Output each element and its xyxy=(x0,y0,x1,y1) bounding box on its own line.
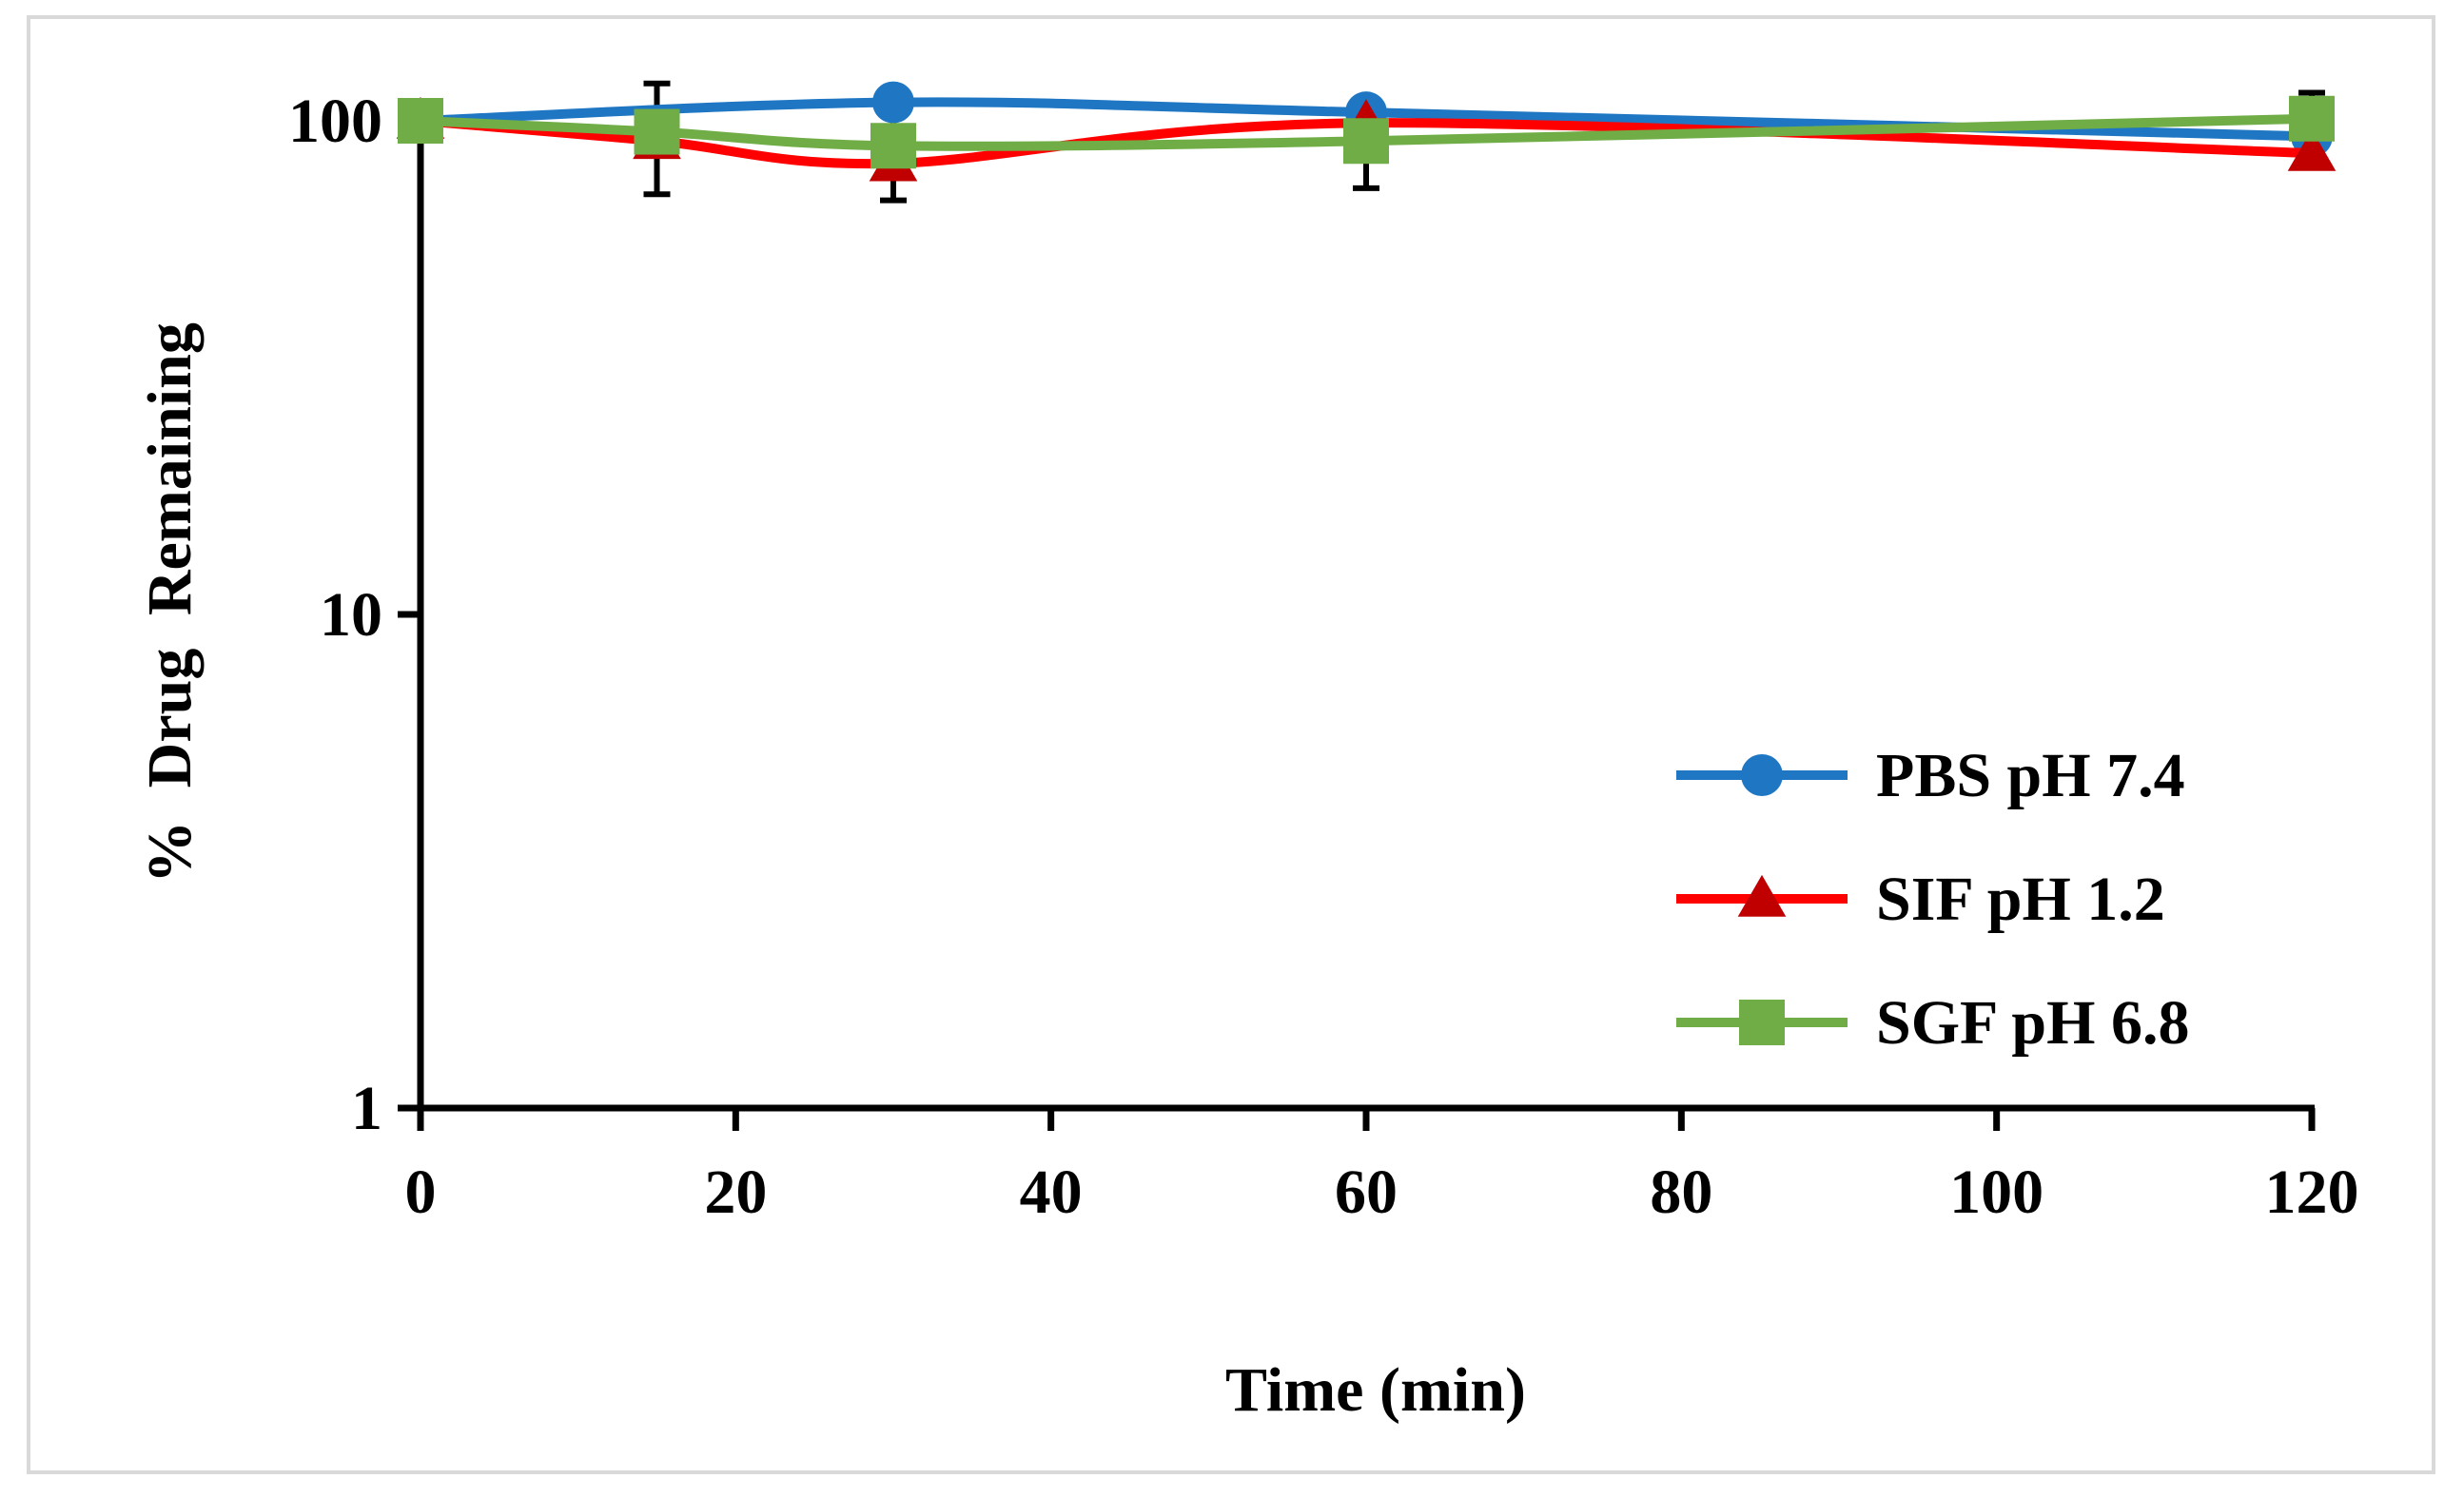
chart-frame: 1 10 100 0 20 40 60 80 100 120 Time (min) % Drug… xyxy=(27,15,2435,1474)
x-tick-label: 60 xyxy=(1335,1158,1398,1227)
x-tick-label: 80 xyxy=(1650,1158,1712,1227)
data-point xyxy=(872,81,914,124)
y-ticks: 1 10 100 xyxy=(288,87,420,1143)
series-layer xyxy=(396,80,2337,204)
series-3 xyxy=(398,95,2335,169)
legend-label: PBS pH 7.4 xyxy=(1876,741,2185,810)
y-tick-label: 100 xyxy=(288,87,382,156)
data-point xyxy=(634,108,680,155)
legend-label: SGF pH 6.8 xyxy=(1876,988,2189,1058)
data-point xyxy=(398,98,443,144)
legend-item-3: SGF pH 6.8 xyxy=(1676,988,2189,1058)
legend-marker xyxy=(1739,1000,1785,1045)
legend-item-1: PBS pH 7.4 xyxy=(1676,741,2185,810)
legend-item-2: SIF pH 1.2 xyxy=(1676,865,2165,934)
x-tick-label: 100 xyxy=(1949,1158,2044,1227)
chart-svg: 1 10 100 0 20 40 60 80 100 120 Time (min) % Drug… xyxy=(135,80,2359,1425)
data-point xyxy=(2287,128,2337,171)
y-tick-label: 1 xyxy=(351,1074,382,1143)
data-point xyxy=(1343,118,1389,165)
x-tick-label: 40 xyxy=(1020,1158,1083,1227)
x-tick-label: 20 xyxy=(704,1158,767,1227)
y-tick-label: 10 xyxy=(320,580,382,650)
x-axis-title: Time (min) xyxy=(1225,1355,1526,1425)
axes xyxy=(398,98,2315,1112)
y-axis-title: % Drug Remaining xyxy=(135,322,205,884)
x-tick-label: 0 xyxy=(405,1158,437,1227)
legend-label: SIF pH 1.2 xyxy=(1876,865,2165,934)
legend-marker xyxy=(1737,874,1787,917)
legend: PBS pH 7.4 SIF pH 1.2 SGF pH 6.8 xyxy=(1676,741,2189,1058)
x-tick-label: 120 xyxy=(2265,1158,2359,1227)
data-point xyxy=(2289,95,2335,142)
legend-marker xyxy=(1741,754,1783,796)
x-ticks: 0 20 40 60 80 100 120 xyxy=(405,1108,2359,1227)
data-point xyxy=(870,123,916,169)
